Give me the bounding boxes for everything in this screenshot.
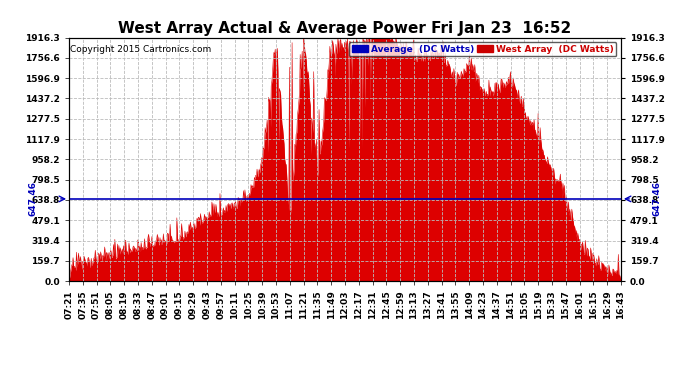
Text: Copyright 2015 Cartronics.com: Copyright 2015 Cartronics.com xyxy=(70,45,211,54)
Legend: Average  (DC Watts), West Array  (DC Watts): Average (DC Watts), West Array (DC Watts… xyxy=(349,42,616,56)
Text: 647.46: 647.46 xyxy=(28,182,38,216)
Text: 647.46: 647.46 xyxy=(652,182,662,216)
Title: West Array Actual & Average Power Fri Jan 23  16:52: West Array Actual & Average Power Fri Ja… xyxy=(119,21,571,36)
